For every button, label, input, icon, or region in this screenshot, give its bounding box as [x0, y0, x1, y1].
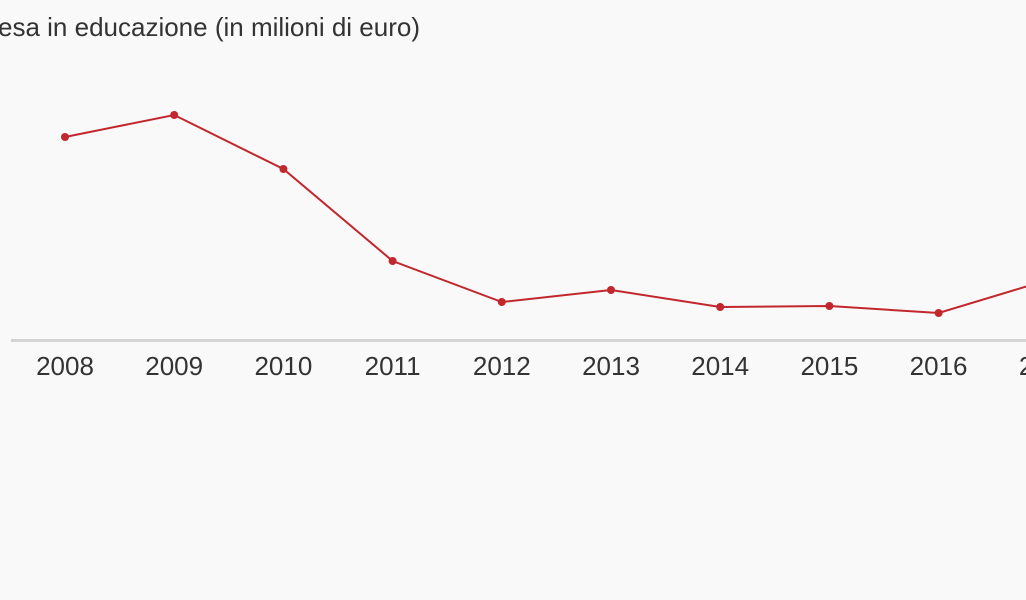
x-tick-label: 2015 [800, 351, 858, 381]
x-tick-label: 2013 [582, 351, 640, 381]
data-point [607, 286, 615, 294]
data-point [716, 303, 725, 311]
chart-title: esa in educazione (in milioni di euro) [0, 12, 420, 42]
x-tick-label: 2008 [36, 351, 94, 381]
data-point [279, 165, 288, 173]
x-tick-label: 2011 [365, 351, 421, 381]
x-tick-label: 2010 [254, 351, 312, 381]
x-tick-label: 2009 [145, 351, 203, 381]
data-point [170, 111, 179, 119]
data-point [61, 133, 69, 141]
x-tick-label: 2012 [473, 351, 531, 381]
data-point [825, 302, 834, 310]
data-line [64, 113, 1026, 315]
data-point [934, 309, 943, 317]
x-tick-label: 2017 [1019, 351, 1026, 381]
x-tick-label: 2016 [910, 351, 968, 381]
data-point [497, 298, 506, 306]
x-tick-label: 2014 [691, 351, 749, 381]
data-point [388, 257, 397, 265]
